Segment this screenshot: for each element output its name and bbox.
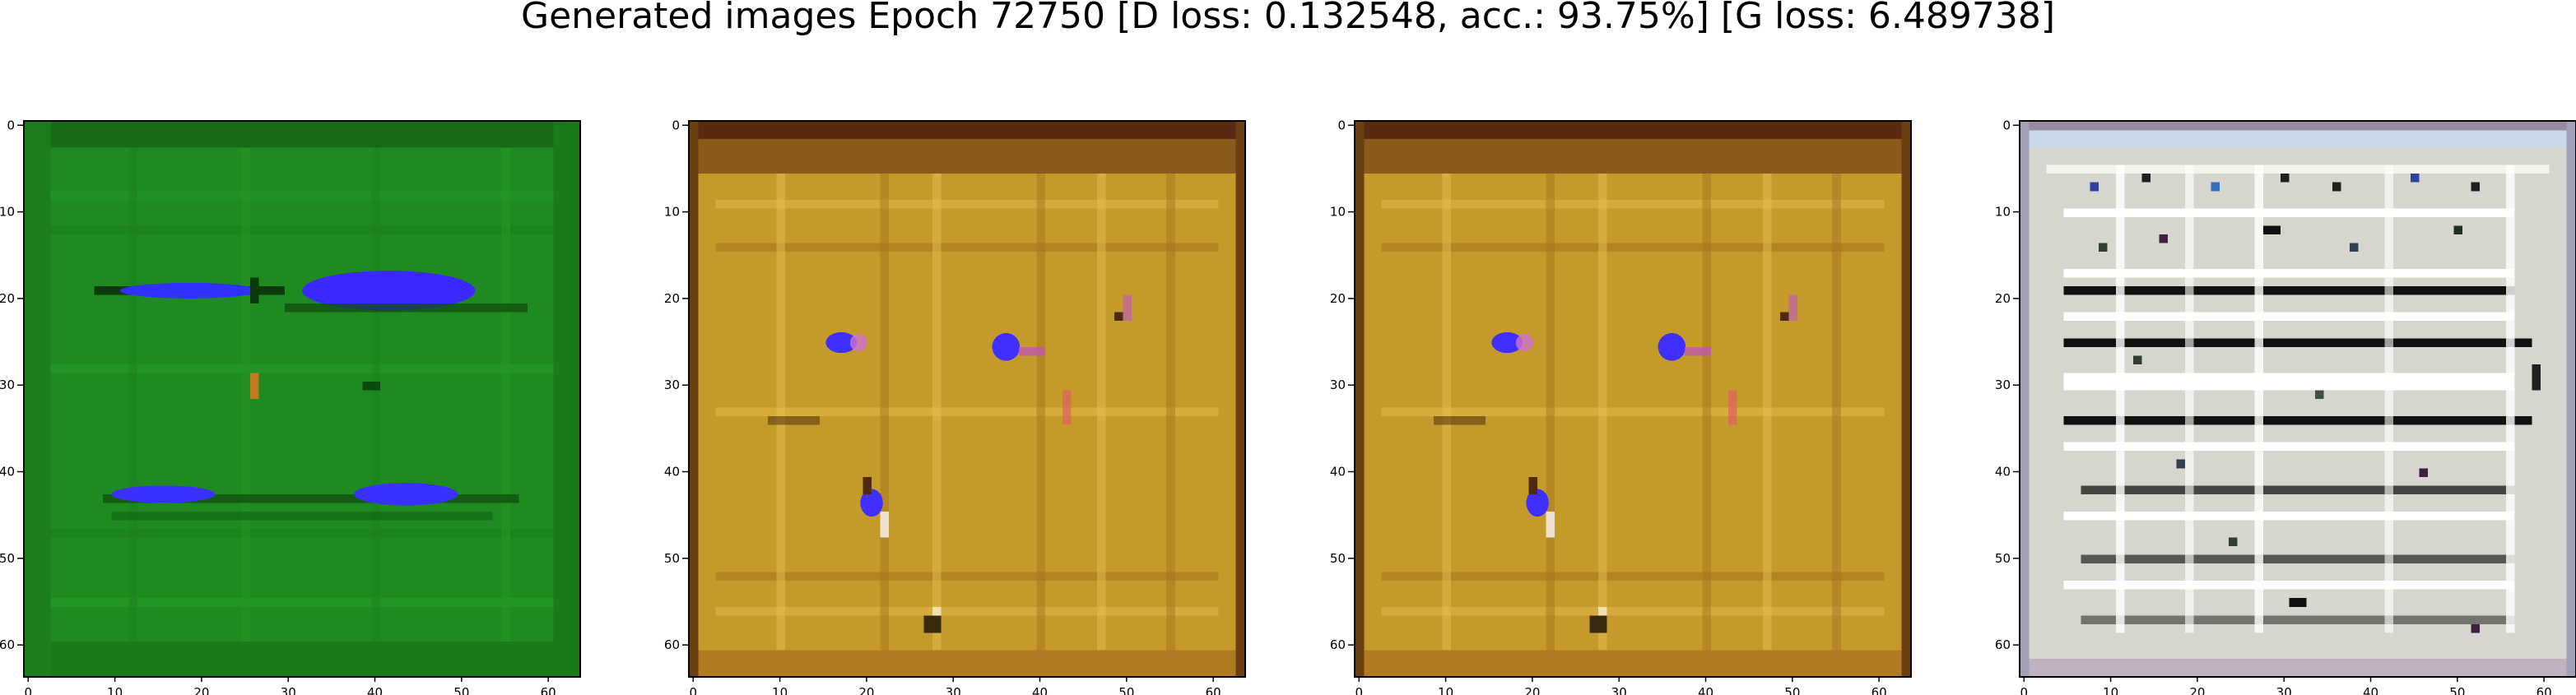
x-tick-label: 50 [1784,685,1800,695]
x-tick-label: 50 [453,685,469,695]
x-tick-label: 40 [1698,685,1713,695]
figure-title: Generated images Epoch 72750 [D loss: 0.… [520,0,2056,37]
y-tick-label: 40 [1330,465,1346,480]
y-tick-label: 0 [1337,118,1346,132]
x-tick-label: 60 [1872,685,1887,695]
y-tick-label: 40 [0,465,15,480]
x-tick-label: 0 [24,685,32,695]
x-tick-label: 20 [2189,685,2205,695]
y-tick-label: 30 [1330,378,1346,392]
generated-image-4 [2019,120,2576,678]
y-tick-label: 10 [0,205,15,220]
y-tick-label: 60 [1330,637,1346,652]
generated-image-1 [23,120,581,678]
x-tick-label: 40 [1032,685,1048,695]
y-tick-label: 50 [1330,551,1346,566]
x-tick-label: 0 [2020,685,2028,695]
y-tick-label: 10 [1330,205,1346,220]
y-tick-label: 10 [664,205,680,220]
y-tick-label: 40 [1995,465,2011,480]
x-tick-label: 50 [1118,685,1134,695]
x-tick-label: 10 [1438,685,1453,695]
y-tick-label: 20 [664,291,680,306]
x-tick-label: 30 [281,685,296,695]
x-tick-label: 20 [1524,685,1540,695]
generated-image-3 [1354,120,1912,678]
y-tick-label: 60 [0,637,15,652]
x-tick-label: 60 [1206,685,1221,695]
generated-image-2 [688,120,1246,678]
x-tick-label: 10 [772,685,788,695]
y-tick-label: 30 [0,378,15,392]
y-tick-label: 50 [0,551,15,566]
y-tick-label: 20 [1330,291,1346,306]
y-tick-label: 0 [2002,118,2011,132]
x-tick-label: 10 [107,685,123,695]
y-tick-label: 50 [1995,551,2011,566]
x-tick-label: 40 [2363,685,2378,695]
x-tick-label: 10 [2103,685,2118,695]
y-tick-label: 60 [664,637,680,652]
x-tick-label: 0 [689,685,697,695]
y-tick-label: 30 [1995,378,2011,392]
x-tick-label: 20 [858,685,874,695]
x-tick-label: 50 [2449,685,2465,695]
y-tick-label: 40 [664,465,680,480]
x-tick-label: 30 [1611,685,1627,695]
y-tick-label: 0 [7,118,15,132]
x-tick-label: 30 [946,685,961,695]
y-tick-label: 10 [1995,205,2011,220]
y-tick-label: 20 [1995,291,2011,306]
y-tick-label: 20 [0,291,15,306]
x-tick-label: 0 [1355,685,1363,695]
x-tick-label: 20 [193,685,209,695]
x-tick-label: 30 [2276,685,2292,695]
x-tick-label: 60 [541,685,556,695]
y-tick-label: 30 [664,378,680,392]
y-tick-label: 50 [664,551,680,566]
y-tick-label: 60 [1995,637,2011,652]
y-tick-label: 0 [672,118,680,132]
x-tick-label: 40 [367,685,383,695]
x-tick-label: 60 [2536,685,2552,695]
